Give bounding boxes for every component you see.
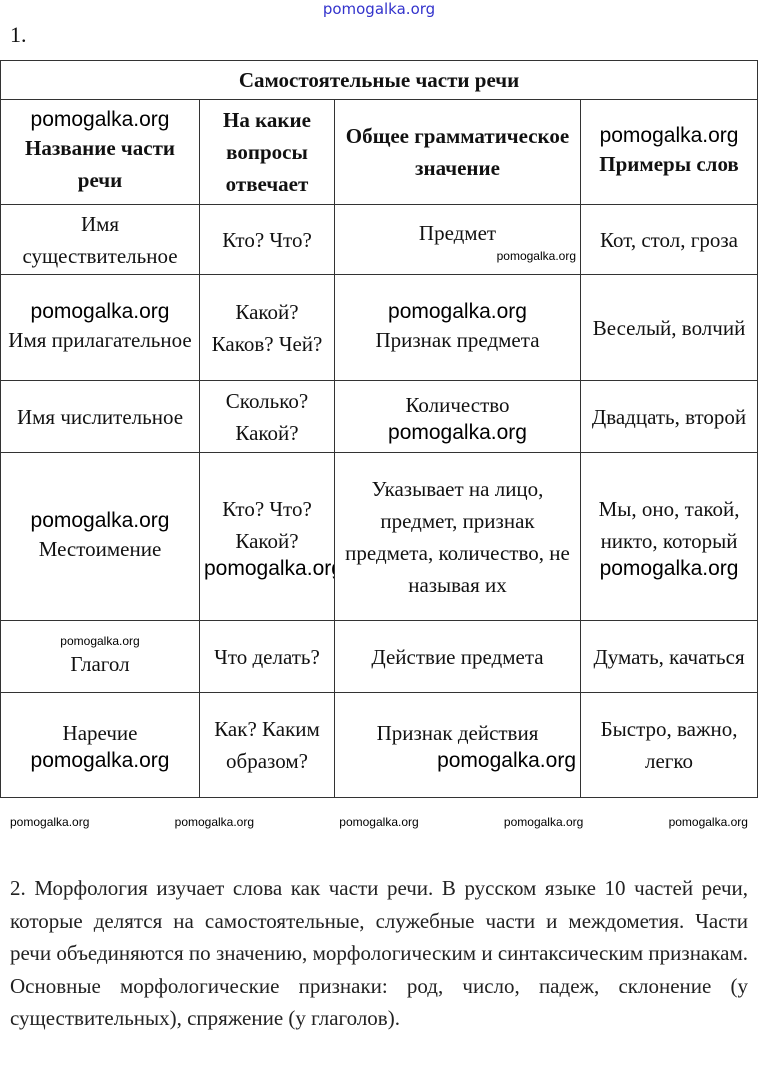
header-cell: На какие вопросы отвечает <box>199 99 335 205</box>
watermark: pomogalka.org <box>388 299 527 323</box>
table-cell: Веселый, волчий <box>579 274 758 381</box>
table-cell: pomogalka.org Признак предмета <box>334 274 581 381</box>
header-cell: pomogalka.org Примеры слов <box>579 99 758 205</box>
table-row: pomogalka.org Глагол Что делать? Действие… <box>0 620 758 693</box>
table-row: pomogalka.org Имя прилагательное Какой? К… <box>0 274 758 381</box>
table-cell: Предмет pomogalka.org <box>334 204 581 275</box>
watermark: pomogalka.org <box>30 508 170 532</box>
table-cell: pomogalka.org Глагол <box>0 620 200 693</box>
table-cell: Как? Каким образом? <box>199 692 335 798</box>
watermark: pomogalka.org <box>503 815 584 829</box>
header-text: Название части речи <box>25 136 175 192</box>
cell-text: Предмет <box>418 220 497 245</box>
table-cell: pomogalka.org Имя прилагательное <box>0 274 200 381</box>
watermark: pomogalka.org <box>599 556 739 580</box>
table-cell: Думать, качаться <box>579 620 758 693</box>
table-cell: Быстро, важно, легко <box>579 692 758 798</box>
table-row: Наречие pomogalka.org Как? Каким образом?… <box>0 692 758 798</box>
table-cell: Какой? Каков? Чей? <box>199 274 335 381</box>
table-cell: Имя существительное <box>0 204 200 275</box>
watermark: pomogalka.org <box>30 299 170 323</box>
cell-text: Количество <box>405 392 510 417</box>
table-row: Имя числительное Сколько? Какой? Количес… <box>0 380 758 453</box>
cell-text: Наречие <box>62 721 138 745</box>
watermark: pomogalka.org <box>204 556 335 580</box>
table-cell: Количество pomogalka.org <box>334 380 581 453</box>
header-cell: Общее грамматическое значение <box>334 99 581 205</box>
task2-paragraph: 2. Морфология изучает слова как части ре… <box>10 876 748 1030</box>
watermark: pomogalka.org <box>174 815 255 829</box>
header-text: Примеры слов <box>599 152 739 176</box>
table-row: pomogalka.org Местоимение Кто? Что? Какой… <box>0 452 758 621</box>
watermark-strip: pomogalka.org pomogalka.org pomogalka.or… <box>10 815 748 829</box>
table-cell: Что делать? <box>199 620 335 693</box>
watermark: pomogalka.org <box>339 815 419 829</box>
table-cell: Кот, стол, гроза <box>579 204 758 275</box>
watermark: pomogalka.org <box>30 749 170 772</box>
table-title: Самостоятельные части речи <box>0 60 758 100</box>
table-cell: pomogalka.org Местоимение <box>0 452 200 621</box>
table-cell: Действие предмета <box>334 620 581 693</box>
watermark: pomogalka.org <box>388 420 527 444</box>
table-cell: Наречие pomogalka.org <box>0 692 200 798</box>
table-cell: Указывает на лицо, предмет, признак пред… <box>334 452 581 621</box>
table-cell: Двадцать, второй <box>579 380 758 453</box>
header-cell: pomogalka.org Название части речи <box>0 99 200 205</box>
cell-text: Имя прилагательное <box>8 327 192 352</box>
table-cell: Кто? Что? Какой? pomogalka.org <box>199 452 335 621</box>
table-cell: Признак действия pomogalka.org <box>334 692 581 798</box>
table-cell: Кто? Что? <box>199 204 335 275</box>
watermark: pomogalka.org <box>437 749 576 772</box>
task-number: 1. <box>10 22 27 47</box>
watermark: pomogalka.org <box>60 633 140 648</box>
table-cell: Мы, оно, такой, никто, который pomogalka.… <box>579 452 758 621</box>
table-cell: Имя числительное <box>0 380 200 453</box>
watermark: pomogalka.org <box>668 815 748 829</box>
cell-text: Признак предмета <box>375 327 540 352</box>
cell-text: Глагол <box>70 651 130 676</box>
table-cell: Сколько? Какой? <box>199 380 335 453</box>
watermark: pomogalka.org <box>30 108 170 131</box>
table-header-row: pomogalka.org Название части речи На каки… <box>0 99 758 205</box>
watermark: pomogalka.org <box>496 248 576 263</box>
cell-text: Признак действия <box>376 721 539 745</box>
watermark: pomogalka.org <box>599 124 739 147</box>
watermark-top: pomogalka.org <box>322 0 436 18</box>
cell-text: Кто? Что? Какой? <box>222 496 312 553</box>
parts-of-speech-table: Самостоятельные части речи pomogalka.org… <box>0 60 758 798</box>
watermark: pomogalka.org <box>10 815 90 829</box>
cell-text: Местоимение <box>38 536 162 561</box>
table-row: Имя существительное Кто? Что? Предмет pom… <box>0 204 758 275</box>
cell-text: Мы, оно, такой, никто, который <box>598 496 740 553</box>
